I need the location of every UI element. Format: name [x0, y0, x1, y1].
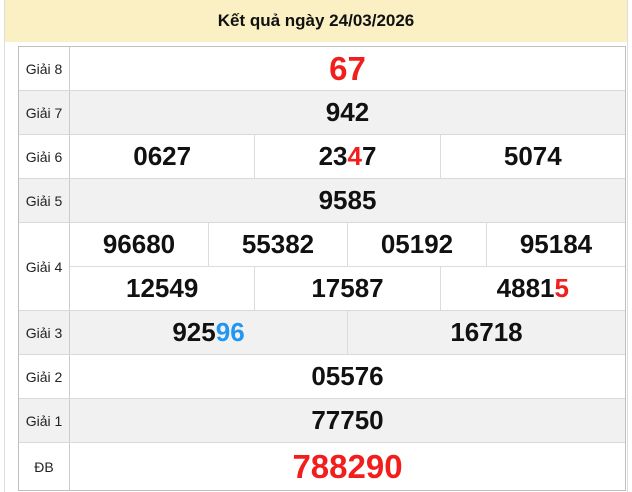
digits: 95184 — [519, 229, 593, 259]
prize-line: 9585 — [70, 179, 625, 222]
prize-row: Giải 8 67 — [19, 47, 625, 91]
prize-number-cell: 95184 — [487, 223, 625, 266]
prize-line: 12549 17587 4881 5 — [70, 267, 625, 310]
prize-row: Giải 1 77750 — [19, 399, 625, 443]
highlighted-digits: 788290 — [292, 447, 403, 485]
prize-number-cell: 05576 — [70, 355, 625, 398]
prize-number-cell: 17587 — [255, 267, 441, 310]
digits: 55382 — [241, 229, 315, 259]
digits: 942 — [325, 97, 370, 127]
digits: 05192 — [380, 229, 454, 259]
digits: 12549 — [126, 273, 199, 303]
prize-number-cell: 12549 — [70, 267, 256, 310]
prize-line: 925 96 16718 — [70, 311, 625, 354]
digits: 23 — [318, 141, 348, 171]
prize-label: Giải 2 — [19, 355, 70, 398]
prize-label: Giải 8 — [19, 47, 70, 90]
prize-row: Giải 6 0627 23 4 7 5074 — [19, 135, 625, 179]
highlighted-digits: 5 — [554, 273, 569, 303]
digits: 9585 — [318, 185, 377, 215]
page-left-edge — [4, 0, 5, 492]
digits: 5074 — [503, 141, 562, 171]
prize-row: Giải 2 05576 — [19, 355, 625, 399]
page-right-edge — [627, 0, 628, 492]
prize-row: Giải 4 96680 55382 05192 95184 12549 17587 4881… — [19, 223, 625, 311]
prize-numbers-area: 67 — [70, 47, 625, 90]
prize-line: 788290 — [70, 443, 625, 490]
prize-label: Giải 5 — [19, 179, 70, 222]
highlighted-digits: 67 — [329, 49, 366, 87]
page-title: Kết quả ngày 24/03/2026 — [217, 11, 415, 30]
prize-number-cell: 4881 5 — [441, 267, 625, 310]
prize-number-cell: 5074 — [441, 135, 625, 178]
prize-row: Giải 7 942 — [19, 91, 625, 135]
prize-numbers-area: 77750 — [70, 399, 625, 442]
digits: 0627 — [133, 141, 192, 171]
digits: 925 — [172, 317, 216, 347]
digits: 17587 — [311, 273, 384, 303]
prize-label: Giải 4 — [19, 223, 70, 310]
prize-row: ĐB 788290 — [19, 443, 625, 490]
prize-numbers-area: 96680 55382 05192 95184 12549 17587 4881 5 — [70, 223, 625, 310]
prize-row: Giải 5 9585 — [19, 179, 625, 223]
prize-number-cell: 96680 — [70, 223, 209, 266]
prize-line: 96680 55382 05192 95184 — [70, 223, 625, 267]
digits: 4881 — [496, 273, 555, 303]
prize-label: Giải 1 — [19, 399, 70, 442]
prize-number-cell: 0627 — [70, 135, 256, 178]
prize-number-cell: 55382 — [209, 223, 348, 266]
prize-number-cell: 23 4 7 — [255, 135, 441, 178]
prize-line: 77750 — [70, 399, 625, 442]
prize-label: Giải 3 — [19, 311, 70, 354]
prize-numbers-area: 9585 — [70, 179, 625, 222]
prize-line: 05576 — [70, 355, 625, 398]
digits: 96680 — [102, 229, 176, 259]
prize-number-cell: 942 — [70, 91, 625, 134]
prize-label: ĐB — [19, 443, 70, 490]
digits: 16718 — [450, 317, 523, 347]
prize-row: Giải 3 925 96 16718 — [19, 311, 625, 355]
prize-number-cell: 77750 — [70, 399, 625, 442]
highlighted-digits: 4 — [347, 141, 362, 171]
prize-line: 67 — [70, 47, 625, 90]
prize-number-cell: 9585 — [70, 179, 625, 222]
prize-numbers-area: 0627 23 4 7 5074 — [70, 135, 625, 178]
prize-number-cell: 67 — [70, 47, 625, 90]
highlighted-digits: 96 — [215, 317, 245, 347]
lottery-results-table: Giải 8 67 Giải 7 942 Giải 6 0627 23 4 7 5074 Giải … — [18, 46, 626, 491]
digits: 05576 — [311, 361, 384, 391]
prize-line: 0627 23 4 7 5074 — [70, 135, 625, 178]
prize-numbers-area: 788290 — [70, 443, 625, 490]
prize-number-cell: 16718 — [348, 311, 625, 354]
prize-label: Giải 7 — [19, 91, 70, 134]
digits: 7 — [361, 141, 377, 171]
results-header: Kết quả ngày 24/03/2026 — [5, 0, 627, 42]
prize-numbers-area: 925 96 16718 — [70, 311, 625, 354]
prize-number-cell: 788290 — [70, 443, 625, 490]
digits: 77750 — [311, 405, 384, 435]
prize-numbers-area: 05576 — [70, 355, 625, 398]
prize-number-cell: 05192 — [348, 223, 487, 266]
prize-number-cell: 925 96 — [70, 311, 348, 354]
prize-label: Giải 6 — [19, 135, 70, 178]
prize-numbers-area: 942 — [70, 91, 625, 134]
prize-line: 942 — [70, 91, 625, 134]
